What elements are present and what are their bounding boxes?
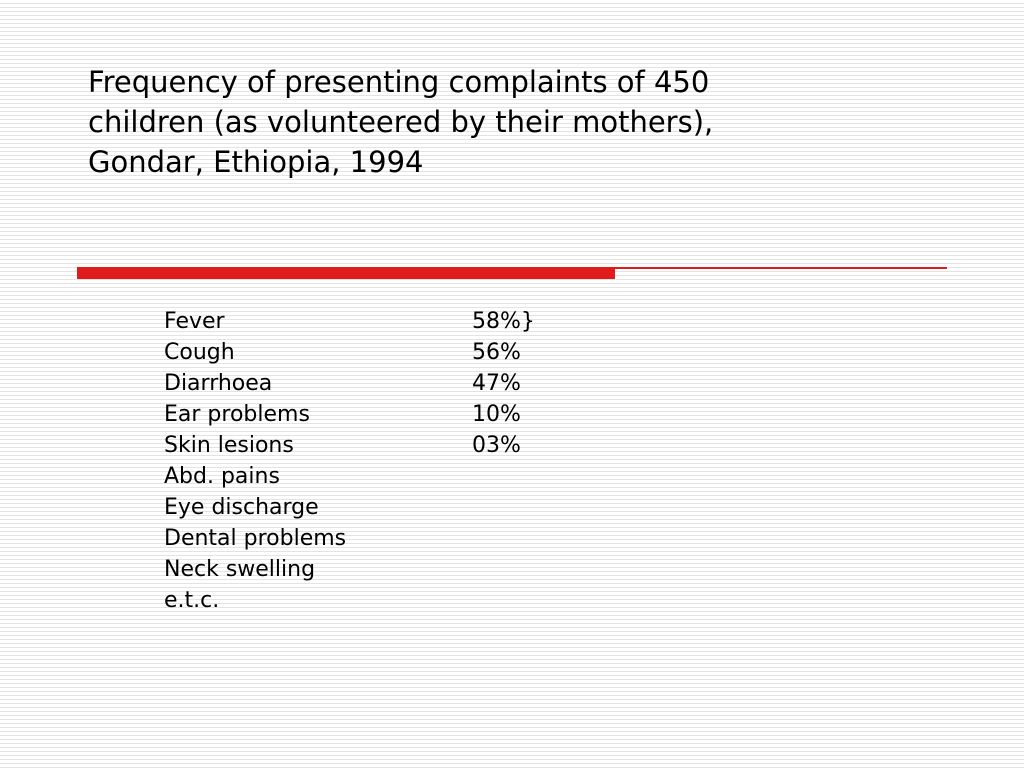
complaint-name: Dental problems xyxy=(164,526,347,551)
complaint-name: Fever xyxy=(164,309,225,334)
complaint-name: Abd. pains xyxy=(164,464,280,489)
complaint-name: Skin lesions xyxy=(164,433,294,458)
complaint-name: Neck swelling xyxy=(164,557,316,582)
complaint-frequency: 47% xyxy=(472,371,521,396)
title-line-1: Frequency of presenting complaints of 45… xyxy=(88,65,710,99)
complaint-frequency: 03% xyxy=(472,433,521,458)
complaint-frequency: 56% xyxy=(472,340,521,365)
title-divider-thin xyxy=(615,267,947,269)
slide-title: Frequency of presenting complaints of 45… xyxy=(88,62,948,182)
title-line-3: Gondar, Ethiopia, 1994 xyxy=(88,145,424,179)
complaint-name: Cough xyxy=(164,340,235,365)
complaint-name: Eye discharge xyxy=(164,495,319,520)
title-line-2: children (as volunteered by their mother… xyxy=(88,105,714,139)
title-divider-thick xyxy=(77,267,615,279)
complaint-name: Diarrhoea xyxy=(164,371,273,396)
complaint-name: Ear problems xyxy=(164,402,310,427)
complaint-frequency: 58%} xyxy=(472,309,535,334)
complaint-frequency: 10% xyxy=(472,402,521,427)
complaint-name: e.t.c. xyxy=(164,588,220,613)
